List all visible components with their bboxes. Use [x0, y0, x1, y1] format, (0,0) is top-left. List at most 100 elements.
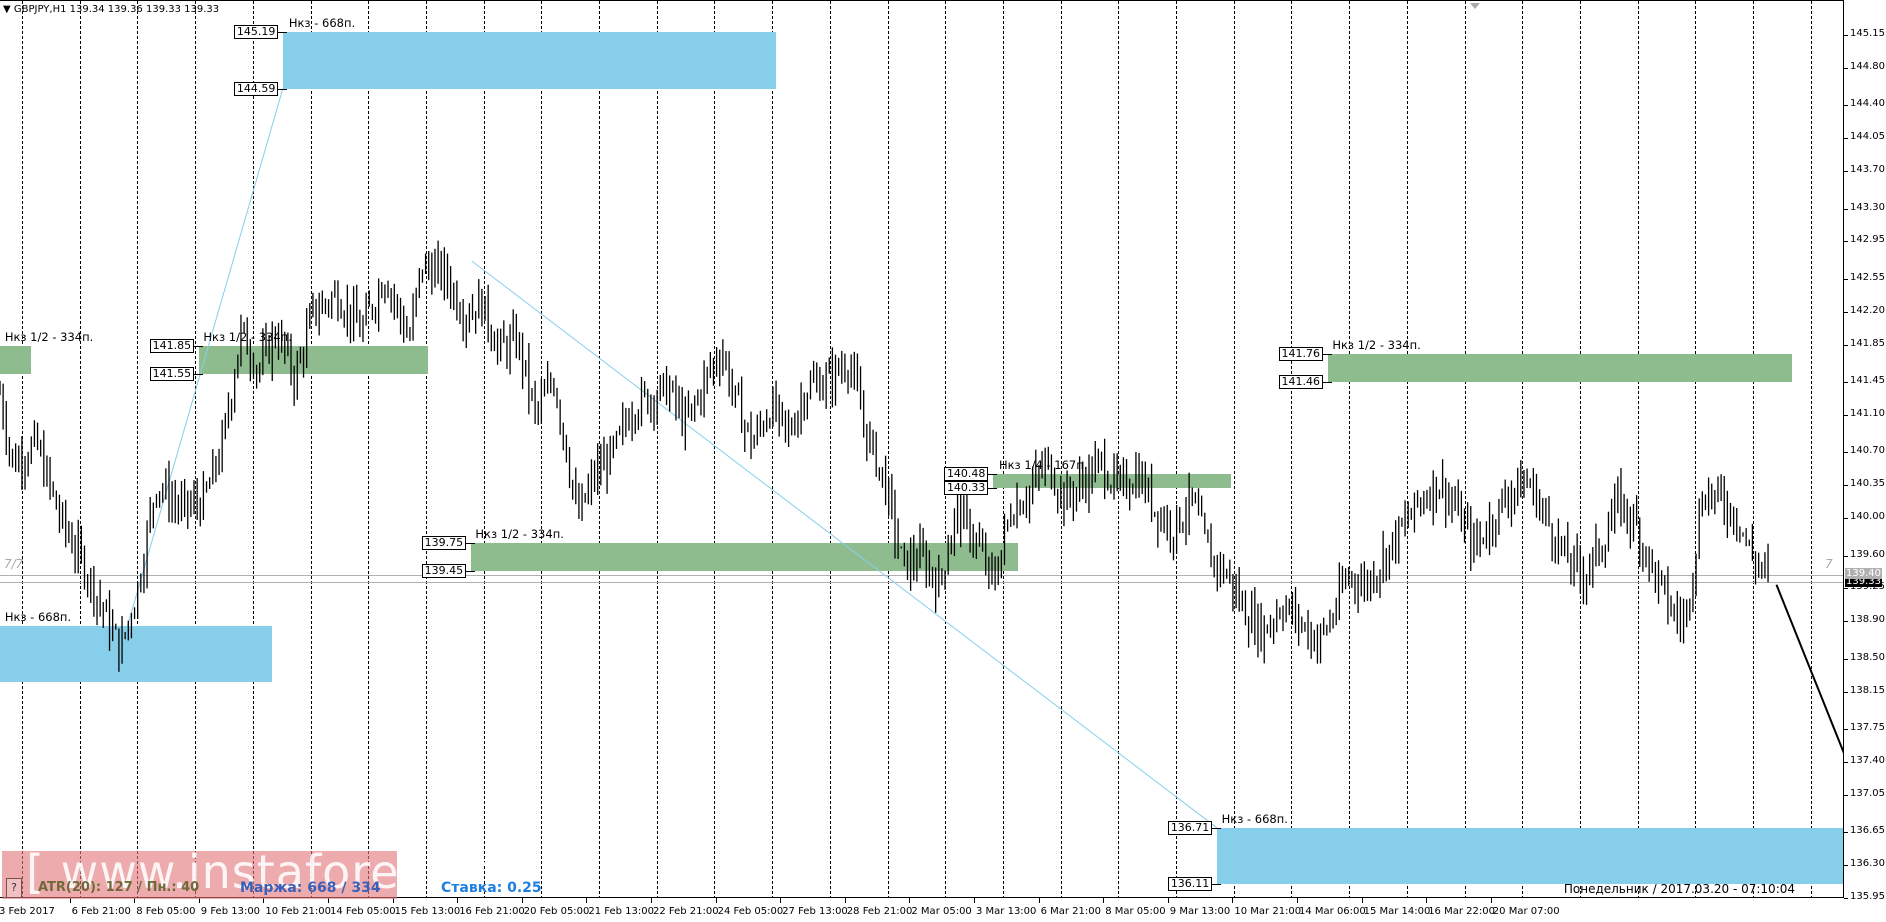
zone-z4[interactable]	[0, 626, 272, 683]
grid-line	[1406, 1, 1408, 897]
zone-price-label: 141.76	[1278, 346, 1332, 361]
grid-line	[887, 1, 889, 897]
price-tick: 144.80	[1844, 61, 1885, 72]
period-separator-right: 7	[1825, 557, 1833, 572]
grid-line	[1695, 1, 1697, 897]
time-tick: 3 Feb 2017	[0, 898, 55, 917]
zone-z8[interactable]	[1216, 827, 1843, 884]
time-tick: 8 Mar 05:00	[1103, 898, 1166, 917]
price-tick: 138.90	[1844, 614, 1885, 625]
time-tick: 28 Feb 21:00	[844, 898, 912, 917]
time-tick: 22 Feb 21:00	[651, 898, 719, 917]
grid-line	[945, 1, 947, 897]
price-tick: 137.40	[1844, 755, 1885, 766]
chart-shift-marker-icon[interactable]	[1470, 3, 1480, 9]
price-tick: 142.55	[1844, 272, 1885, 283]
time-tick: 21 Feb 13:00	[586, 898, 654, 917]
price-tick: 139.60	[1844, 549, 1885, 560]
time-tick: 14 Mar 06:00	[1297, 898, 1366, 917]
collapse-triangle-icon[interactable]: ▼	[3, 4, 11, 15]
zone-label: Нкз - 668п.	[4, 610, 72, 625]
grid-line	[1291, 1, 1293, 897]
zone-price-label: 145.19	[233, 25, 287, 40]
grid-line	[252, 1, 254, 897]
time-tick: 20 Feb 05:00	[521, 898, 589, 917]
time-tick: 16 Feb 21:00	[457, 898, 525, 917]
zone-label: Нкз 1/2 - 334п.	[4, 329, 94, 344]
grid-line	[1753, 1, 1754, 897]
price-tick: 140.70	[1844, 445, 1885, 456]
bid-price-badge: 139.33	[1845, 575, 1882, 587]
price-bars-and-lines	[0, 88, 1843, 829]
grid-line	[1579, 1, 1581, 897]
zone-label: Нкз - 668п.	[288, 16, 356, 31]
price-tick: 137.05	[1844, 788, 1885, 799]
grid-line	[1637, 1, 1639, 897]
help-button[interactable]: ?	[6, 878, 22, 898]
grid-line	[1522, 1, 1524, 897]
price-tick: 140.35	[1844, 478, 1885, 489]
time-tick: 15 Feb 13:00	[392, 898, 460, 917]
zone-z3[interactable]	[198, 345, 429, 374]
zone-z7[interactable]	[1327, 353, 1793, 383]
zone-label: Нкз 1/4 - 167п.	[998, 458, 1088, 473]
zone-price-label: 141.46	[1278, 375, 1332, 390]
price-tick: 145.15	[1844, 28, 1885, 39]
zone-price-label: 141.55	[149, 366, 203, 381]
ask-price-badge: 139.40	[1845, 568, 1882, 580]
time-axis[interactable]: 3 Feb 2017 6 Feb 21:00 8 Feb 05:00 9 Feb 13…	[0, 898, 1844, 922]
grid-line	[137, 1, 139, 897]
footer-datetime: Понедельник / 2017.03.20 - 07:10:04	[1563, 882, 1795, 896]
price-tick: 136.65	[1844, 825, 1885, 836]
zone-price-label: 139.75	[421, 535, 475, 550]
zone-z5[interactable]	[470, 542, 1019, 571]
zone-z1[interactable]	[282, 32, 777, 89]
price-tick: 140.00	[1844, 511, 1885, 522]
time-tick: 14 Feb 05:00	[328, 898, 396, 917]
grid-line	[1176, 1, 1177, 897]
zone-price-label: 140.33	[943, 481, 997, 496]
price-tick: 139.25	[1844, 581, 1885, 592]
price-tick: 144.40	[1844, 98, 1885, 109]
grid-line	[1002, 1, 1004, 897]
zone-z2[interactable]	[0, 345, 32, 374]
price-tick: 138.50	[1844, 652, 1885, 663]
grid-line	[829, 1, 831, 897]
price-tick: 143.30	[1844, 202, 1885, 213]
grid-line	[1118, 1, 1120, 897]
atr-indicator-text: ATR(20): 127 / Пн.: 40	[38, 880, 200, 895]
time-tick: 6 Feb 21:00	[69, 898, 131, 917]
time-tick: 10 Feb 21:00	[263, 898, 331, 917]
zone-label: Нкз 1/2 - 334п.	[203, 329, 292, 344]
watermark-text: [ www.instaforex.com ]	[26, 845, 579, 899]
zone-z6[interactable]	[992, 474, 1232, 489]
zone-price-label: 141.85	[149, 338, 203, 353]
zone-price-label: 136.71	[1167, 820, 1221, 835]
chart-header: ▼ GBPJPY,H1 139.34 139.36 139.33 139.33	[3, 4, 219, 15]
grid-line	[1464, 1, 1466, 897]
instaforex-watermark: [ www.instaforex.com ] ?	[2, 845, 577, 899]
price-axis[interactable]: 145.15 144.80 144.40 144.05 143.70 143.30 142.…	[1844, 0, 1886, 902]
zone-price-label: 139.45	[421, 563, 475, 578]
zone-price-label: 136.11	[1167, 876, 1221, 891]
chart-plot-area[interactable]: Нкз - 668п. 145.19 144.59 Нкз 1/2 - 334п. Нк…	[0, 0, 1844, 898]
time-tick: 8 Feb 05:00	[134, 898, 195, 917]
grid-line	[1233, 1, 1235, 897]
grid-line	[656, 1, 658, 897]
price-tick: 135.95	[1844, 891, 1885, 902]
time-tick: 9 Feb 13:00	[198, 898, 260, 917]
period-separator-left: 7/7	[4, 557, 24, 572]
price-tick: 141.10	[1844, 408, 1885, 419]
price-tick: 142.95	[1844, 234, 1885, 245]
grid-line	[599, 1, 600, 897]
price-tick: 144.05	[1844, 131, 1885, 142]
grid-line	[541, 1, 543, 897]
bid-price-line	[0, 581, 1843, 583]
grid-line	[483, 1, 485, 897]
grid-line	[772, 1, 774, 897]
grid-line	[425, 1, 427, 897]
price-tick: 136.30	[1844, 858, 1885, 869]
grid-line	[368, 1, 370, 897]
time-tick: 20 Mar 07:00	[1490, 898, 1560, 917]
